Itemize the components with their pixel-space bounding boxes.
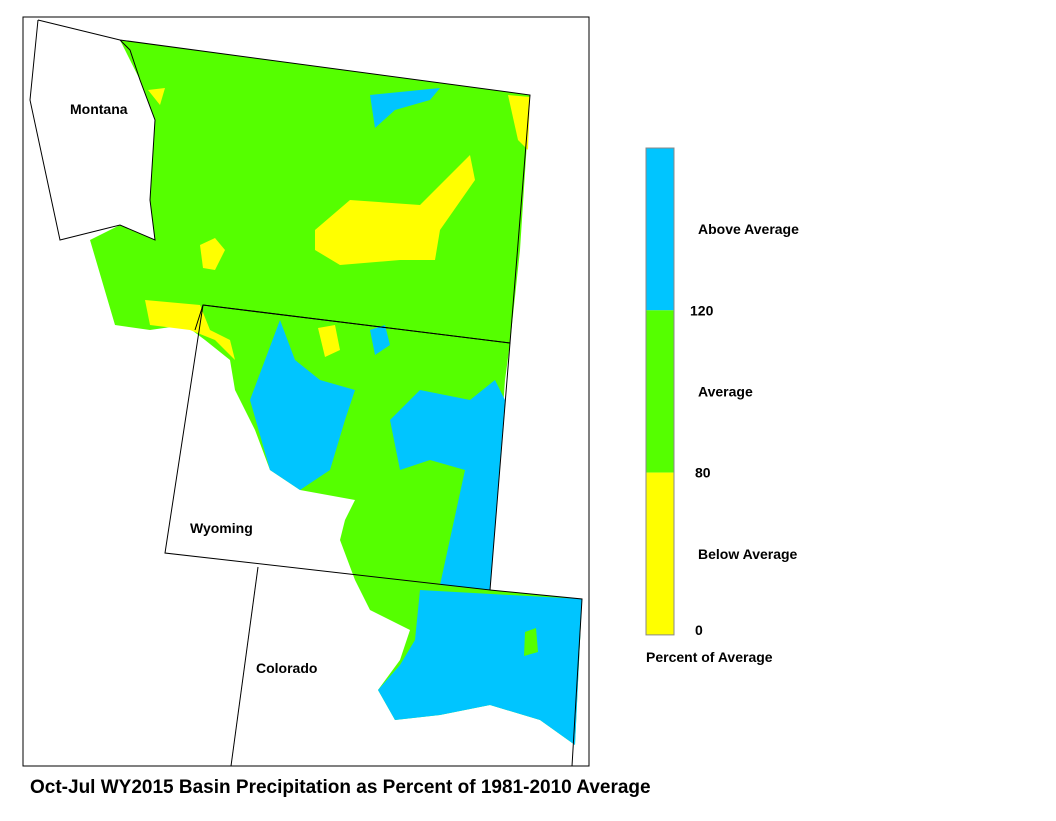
legend-title: Percent of Average bbox=[646, 649, 773, 665]
legend: Above Average Average Below Average 120 80 0 P… bbox=[645, 147, 799, 665]
below-region bbox=[318, 325, 340, 357]
below-region bbox=[315, 155, 475, 265]
below-region bbox=[145, 300, 235, 360]
above-region bbox=[250, 320, 355, 490]
legend-break-label: 120 bbox=[690, 302, 714, 318]
below-region bbox=[148, 88, 165, 105]
below-region bbox=[508, 95, 530, 150]
legend-swatch bbox=[646, 472, 674, 635]
state-label: Wyoming bbox=[190, 520, 253, 536]
state-label: Montana bbox=[70, 101, 128, 117]
above-region bbox=[378, 590, 582, 745]
above-region bbox=[370, 325, 390, 355]
state-borders bbox=[29, 19, 583, 767]
map bbox=[29, 19, 583, 767]
below-region bbox=[200, 238, 225, 270]
legend-class-label: Above Average bbox=[698, 221, 799, 237]
above-region bbox=[370, 88, 440, 128]
legend-swatch bbox=[646, 310, 674, 473]
legend-class-label: Below Average bbox=[698, 546, 798, 562]
above-region bbox=[390, 380, 505, 590]
legend-break-label: 0 bbox=[695, 622, 703, 638]
legend-swatch bbox=[646, 148, 674, 311]
legend-class-label: Average bbox=[698, 383, 753, 399]
map-title: Oct-Jul WY2015 Basin Precipitation as Pe… bbox=[30, 777, 651, 798]
legend-bar-outline bbox=[645, 147, 675, 636]
average-region bbox=[524, 628, 538, 656]
legend-break-label: 80 bbox=[695, 465, 711, 481]
state-label: Colorado bbox=[256, 660, 317, 676]
